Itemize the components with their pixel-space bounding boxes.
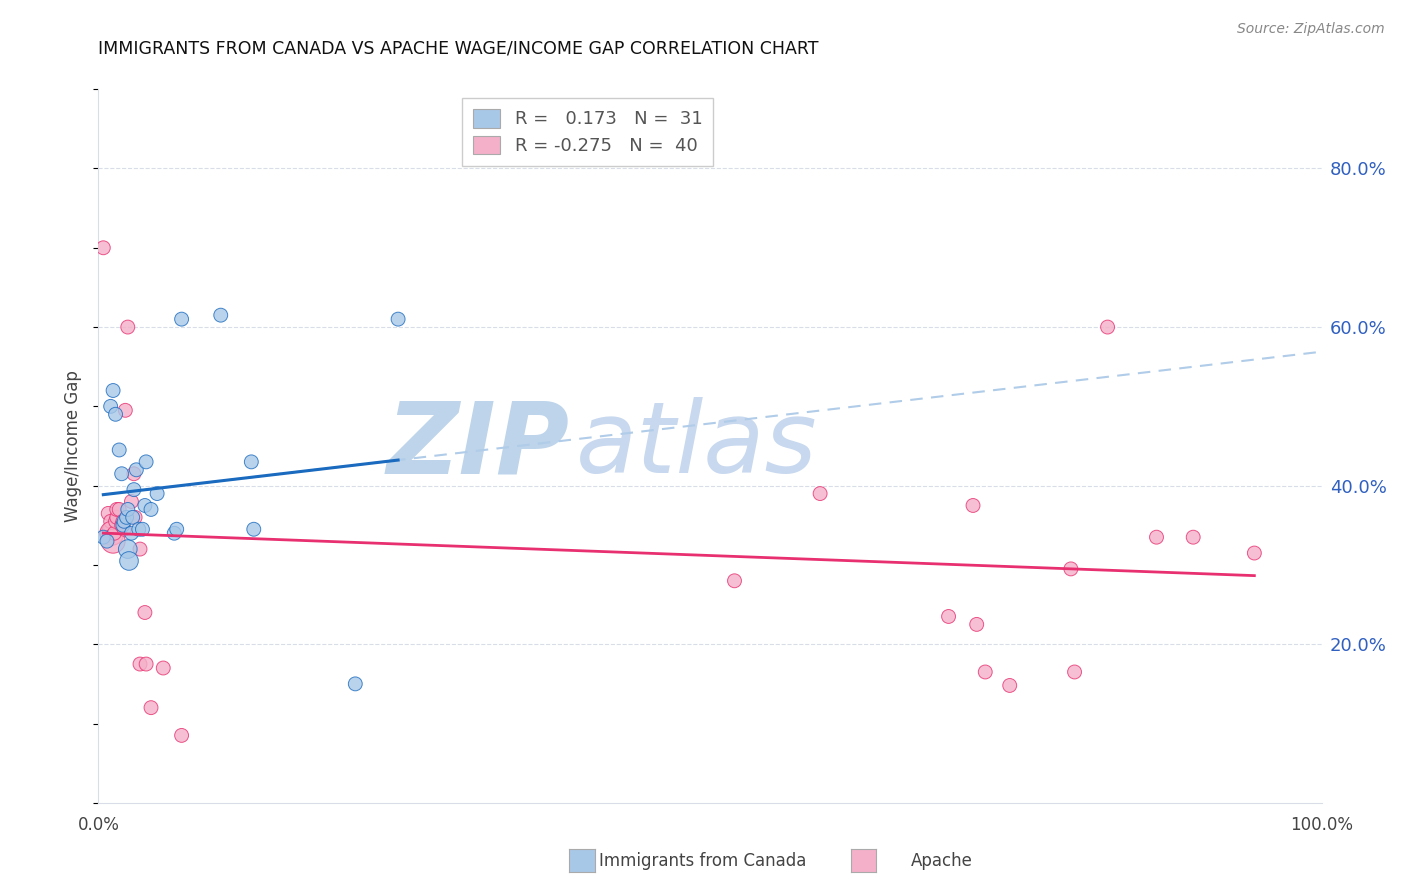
Text: IMMIGRANTS FROM CANADA VS APACHE WAGE/INCOME GAP CORRELATION CHART: IMMIGRANTS FROM CANADA VS APACHE WAGE/IN… [98, 40, 818, 58]
Point [134, 606, 156, 620]
Point [135, 657, 157, 671]
Point [974, 665, 997, 679]
Legend: R =   0.173   N =  31, R = -0.275   N =  40: R = 0.173 N = 31, R = -0.275 N = 40 [463, 98, 713, 166]
Point [96, 534, 118, 549]
Point [240, 455, 263, 469]
Point [170, 312, 193, 326]
Point [242, 522, 264, 536]
Point [117, 320, 139, 334]
Y-axis label: Wage/Income Gap: Wage/Income Gap [65, 370, 83, 522]
Point [387, 312, 409, 326]
Text: ZIP: ZIP [387, 398, 569, 494]
Point [129, 657, 152, 671]
Point [120, 526, 142, 541]
Point [962, 499, 984, 513]
Point [98, 522, 121, 536]
Point [111, 518, 134, 533]
Text: Apache: Apache [911, 852, 973, 870]
Point [105, 510, 128, 524]
Point [96, 526, 118, 541]
Text: Source: ZipAtlas.com: Source: ZipAtlas.com [1237, 22, 1385, 37]
Point [91, 241, 114, 255]
Point [105, 502, 128, 516]
Point [163, 526, 186, 541]
Point [101, 534, 124, 549]
Point [1182, 530, 1205, 544]
Point [152, 661, 174, 675]
Point [131, 522, 153, 536]
Text: Immigrants from Canada: Immigrants from Canada [599, 852, 807, 870]
Point [170, 728, 193, 742]
Point [1146, 530, 1168, 544]
Point [998, 678, 1021, 692]
Point [129, 542, 152, 557]
Point [111, 514, 134, 528]
Point [139, 700, 162, 714]
Point [117, 542, 139, 557]
Point [122, 467, 145, 481]
Point [120, 494, 142, 508]
Point [115, 510, 138, 524]
Point [97, 507, 120, 521]
Point [134, 499, 156, 513]
Point [723, 574, 745, 588]
Point [100, 400, 122, 414]
Point [108, 502, 131, 516]
Point [124, 510, 146, 524]
Point [166, 522, 188, 536]
Point [808, 486, 831, 500]
Point [118, 554, 141, 568]
Point [966, 617, 988, 632]
Point [209, 308, 232, 322]
Point [112, 522, 135, 536]
Point [1063, 665, 1085, 679]
Point [344, 677, 367, 691]
Point [101, 526, 124, 541]
Point [125, 463, 148, 477]
Point [1060, 562, 1083, 576]
Point [103, 526, 125, 541]
Point [128, 522, 150, 536]
Point [101, 384, 124, 398]
Text: atlas: atlas [575, 398, 817, 494]
Point [114, 403, 136, 417]
Point [139, 502, 162, 516]
Point [146, 486, 169, 500]
Point [108, 442, 131, 457]
Point [135, 455, 157, 469]
Point [117, 502, 139, 516]
Point [1243, 546, 1265, 560]
Point [1097, 320, 1119, 334]
Point [91, 530, 114, 544]
Point [122, 483, 145, 497]
Point [938, 609, 960, 624]
Point [100, 514, 122, 528]
Point [111, 467, 134, 481]
Point [104, 407, 127, 421]
Point [104, 514, 127, 528]
Point [111, 518, 134, 533]
Point [121, 510, 143, 524]
Point [112, 514, 135, 528]
